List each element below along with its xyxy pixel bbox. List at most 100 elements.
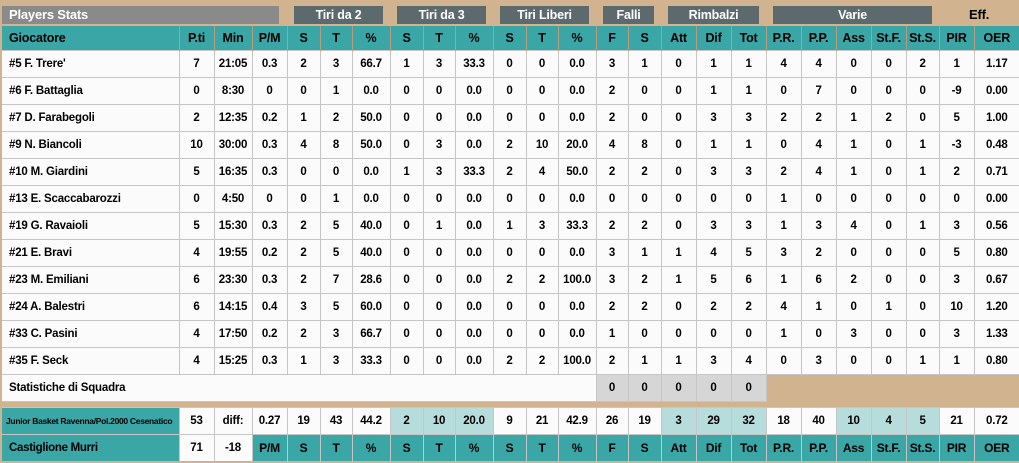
stat-cell: 2	[286, 266, 321, 294]
totals-stat-cell: 3	[660, 407, 697, 435]
home-team-name: Junior Basket Ravenna/Pol.2000 Cesenatic…	[0, 407, 180, 435]
stat-cell: 1	[627, 50, 662, 78]
group-header-varie: Varie	[766, 1, 940, 26]
stat-cell: 0.0	[557, 185, 597, 213]
stat-cell: 0	[422, 347, 456, 375]
stat-cell: 0.0	[557, 293, 597, 321]
stat-cell: 0	[695, 320, 732, 348]
stat-cell: 2	[627, 293, 662, 321]
player-name: #21 E. Bravi	[0, 239, 180, 267]
stat-cell: 0	[765, 77, 802, 105]
totals-stat-cell: 19	[627, 407, 662, 435]
stat-cell: 0.71	[973, 158, 1019, 186]
team-stat-cell: 0	[730, 374, 767, 402]
player-row: #10 M. Giardini 5 16:35 0.3 0 0 0.0 1 3 33.3 2 4 50.…	[0, 158, 1019, 186]
stat-cell: 4	[178, 347, 215, 375]
stat-cell: 0	[835, 293, 872, 321]
stat-cell: 1	[765, 185, 802, 213]
stat-cell: 10	[525, 131, 559, 159]
group-label: Rimbalzi	[668, 6, 760, 24]
stat-cell: 0.3	[251, 347, 288, 375]
stat-cell: -9	[938, 77, 975, 105]
stat-cell: 4	[765, 293, 802, 321]
stat-cell: 3	[730, 104, 767, 132]
stat-cell: 2	[627, 212, 662, 240]
stat-cell: 1	[730, 50, 767, 78]
column-header-repeat: PIR	[938, 434, 975, 463]
stat-cell: 3	[595, 239, 629, 267]
stat-cell: 2	[595, 347, 629, 375]
stat-cell: 0	[525, 104, 559, 132]
stat-cell: 2	[905, 50, 940, 78]
stat-cell: 0	[595, 185, 629, 213]
stat-cell: 0.3	[251, 158, 288, 186]
stat-cell: 0	[492, 320, 527, 348]
stat-cell: 0.3	[251, 50, 288, 78]
stat-cell: 4	[595, 131, 629, 159]
column-header-repeat: Ass	[835, 434, 872, 463]
stat-cell: 0	[835, 77, 872, 105]
stat-cell: 0	[730, 185, 767, 213]
stat-cell: 1	[319, 185, 353, 213]
stat-cell: 2	[319, 104, 353, 132]
stat-cell: 0.00	[973, 185, 1019, 213]
stat-cell: 0.0	[557, 77, 597, 105]
stat-cell: 0	[389, 239, 424, 267]
stat-cell: 1.20	[973, 293, 1019, 321]
stat-cell: 0	[905, 77, 940, 105]
stat-cell: 3	[525, 212, 559, 240]
group-header-tiri-liberi: Tiri Liberi	[493, 1, 597, 26]
stat-cell: 1	[660, 347, 697, 375]
stat-cell: 0	[627, 104, 662, 132]
stat-cell: 0.80	[973, 239, 1019, 267]
stat-cell: 2	[765, 158, 802, 186]
player-row: #35 F. Seck 4 15:25 0.3 1 3 33.3 0 0 0.0 2 2 100.0 2 1…	[0, 347, 1019, 375]
stat-cell: 0.2	[251, 239, 288, 267]
stat-cell: 2	[286, 50, 321, 78]
totals-stat-cell: 10	[835, 407, 872, 435]
stat-cell: 0	[389, 293, 424, 321]
stat-cell: 0	[525, 239, 559, 267]
stat-cell: 0	[178, 185, 215, 213]
player-row: #9 N. Biancoli 10 30:00 0.3 4 8 50.0 0 3 0.0 2 10 20…	[0, 131, 1019, 159]
stat-cell: 3	[286, 293, 321, 321]
column-header-s2: S	[286, 26, 321, 51]
column-header-pct2: %	[351, 26, 391, 51]
stat-cell: 2	[492, 347, 527, 375]
stat-cell: 0	[389, 131, 424, 159]
stat-cell: 1	[870, 293, 907, 321]
stat-cell: 1	[627, 347, 662, 375]
stat-cell: 5	[730, 239, 767, 267]
column-header-min: Min	[213, 26, 252, 51]
totals-stat-cell: 10	[422, 407, 456, 435]
stat-cell: 1	[835, 104, 872, 132]
stat-cell: 0.0	[454, 185, 494, 213]
stat-cell: 66.7	[351, 320, 391, 348]
stat-cell: 0.0	[454, 266, 494, 294]
stat-cell: 50.0	[351, 104, 391, 132]
stat-cell: 0	[492, 185, 527, 213]
stat-cell: 0	[730, 320, 767, 348]
stat-cell: 3	[938, 320, 975, 348]
stat-cell: 0	[905, 104, 940, 132]
stat-cell: 0	[251, 185, 288, 213]
stat-cell: 0.0	[454, 320, 494, 348]
stat-cell: 4:50	[213, 185, 253, 213]
stat-cell: 4	[178, 239, 215, 267]
column-header-repeat: %	[557, 434, 597, 463]
stat-cell: 0	[870, 185, 907, 213]
stat-cell: 1	[660, 239, 697, 267]
totals-stat-cell: 2	[389, 407, 424, 435]
stat-cell: 1	[286, 104, 321, 132]
stat-cell: 5	[319, 293, 353, 321]
stat-cell: 0	[525, 50, 559, 78]
column-header-pr: P.R.	[765, 26, 802, 51]
stat-cell: 3	[800, 347, 837, 375]
stat-cell: 0	[660, 293, 697, 321]
stat-cell: 0.48	[973, 131, 1019, 159]
group-label: Eff.	[968, 7, 990, 22]
stat-cell: 0	[286, 77, 321, 105]
stat-cell: 0	[389, 320, 424, 348]
stat-cell: 0	[905, 185, 940, 213]
stat-cell: 2	[835, 266, 872, 294]
